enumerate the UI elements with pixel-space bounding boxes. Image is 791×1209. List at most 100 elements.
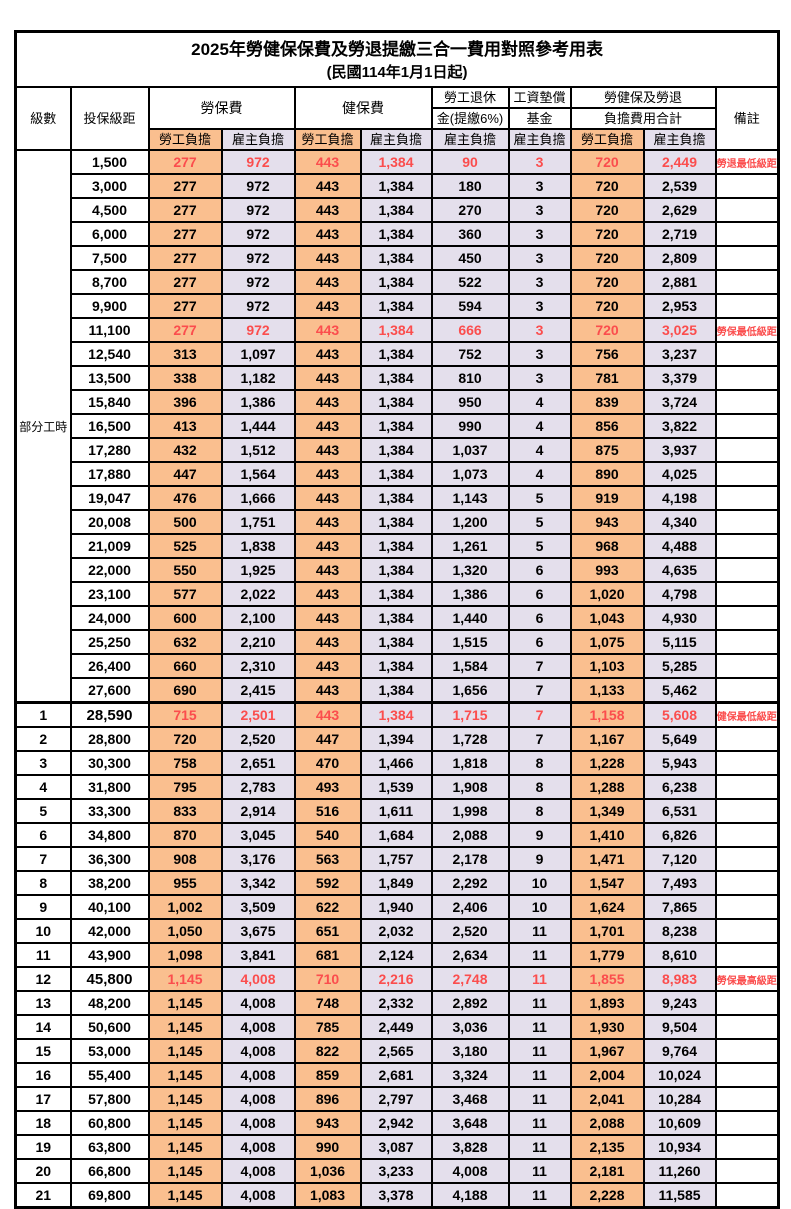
wage-fund-employer-cell: 3 [507, 317, 572, 343]
total-employer-cell: 6,826 [642, 822, 717, 848]
note-cell: 勞保最低級距 [714, 317, 780, 343]
health-employer-cell: 1,384 [359, 341, 433, 367]
wage-fund-employer-cell: 6 [507, 629, 572, 655]
pension-employer-cell: 1,584 [430, 653, 510, 679]
pension-employer-cell: 1,037 [430, 437, 510, 463]
pension-employer-cell: 2,088 [430, 822, 510, 848]
table-row: 14 50,600 1,145 4,008 785 2,449 3,036 11 1,930 9,… [14, 1014, 780, 1040]
pension-employer-cell: 360 [430, 221, 510, 247]
table-title: 2025年勞健保保費及勞退提繳三合一費用對照參考用表 [191, 40, 603, 60]
note-cell [714, 894, 780, 920]
pension-employer-cell: 180 [430, 173, 510, 199]
note-cell [714, 918, 780, 944]
note-cell [714, 942, 780, 968]
health-employee-cell: 443 [293, 677, 362, 704]
labor-employee-cell: 833 [147, 798, 223, 824]
labor-employer-cell: 1,444 [220, 413, 296, 439]
labor-employer-cell: 972 [220, 221, 296, 247]
labor-employer-cell: 2,310 [220, 653, 296, 679]
pension-employer-cell: 1,386 [430, 581, 510, 607]
health-employer-cell: 1,384 [359, 581, 433, 607]
table-row: 9 40,100 1,002 3,509 622 1,940 2,406 10 1,624 7,8… [14, 894, 780, 920]
total-employee-cell: 781 [569, 365, 645, 391]
labor-employer-cell: 3,342 [220, 870, 296, 896]
note-cell [714, 726, 780, 752]
total-employer-cell: 4,025 [642, 461, 717, 487]
health-employee-cell: 443 [293, 605, 362, 631]
labor-employer-cell: 972 [220, 269, 296, 295]
labor-employee-cell: 277 [147, 221, 223, 247]
health-employee-cell: 443 [293, 485, 362, 511]
health-employer-cell: 1,384 [359, 437, 433, 463]
labor-employee-cell: 870 [147, 822, 223, 848]
table-row: 23,100 577 2,022 443 1,384 1,386 6 1,020 4,798 [16, 581, 780, 607]
labor-employee-cell: 277 [147, 173, 223, 199]
labor-employer-cell: 972 [220, 173, 296, 199]
labor-employer-cell: 4,008 [220, 1038, 296, 1064]
labor-employee-cell: 1,145 [147, 990, 223, 1016]
pension-employer-cell: 1,656 [430, 677, 510, 704]
wage-fund-employer-cell: 3 [507, 245, 572, 271]
labor-employer-cell: 1,512 [220, 437, 296, 463]
table-row: 19 63,800 1,145 4,008 990 3,087 3,828 11 2,135 10… [14, 1134, 780, 1160]
health-employer-cell: 2,942 [359, 1110, 433, 1136]
pension-employer-cell: 2,520 [430, 918, 510, 944]
wage-fund-employer-cell: 11 [507, 942, 572, 968]
health-employee-cell: 443 [293, 365, 362, 391]
total-employee-cell: 1,075 [569, 629, 645, 655]
labor-employee-cell: 277 [147, 149, 223, 175]
health-employer-cell: 2,124 [359, 942, 433, 968]
note-cell [714, 1014, 780, 1040]
total-employer-cell: 5,649 [642, 726, 717, 752]
pension-employer-cell: 990 [430, 413, 510, 439]
health-employee-cell: 443 [293, 461, 362, 487]
bracket-cell: 43,900 [69, 942, 150, 968]
total-employee-cell: 1,349 [569, 798, 645, 824]
health-employee-cell: 681 [293, 942, 362, 968]
bracket-cell: 25,250 [69, 629, 150, 655]
labor-employer-cell: 1,838 [220, 533, 296, 559]
health-employee-cell: 622 [293, 894, 362, 920]
subheader-total-employee: 勞工負擔 [569, 128, 645, 151]
pension-employer-cell: 2,748 [430, 966, 510, 992]
bracket-cell: 16,500 [69, 413, 150, 439]
labor-employee-cell: 720 [147, 726, 223, 752]
note-cell [714, 269, 780, 295]
health-employee-cell: 651 [293, 918, 362, 944]
pension-employer-cell: 594 [430, 293, 510, 319]
bracket-cell: 40,100 [69, 894, 150, 920]
wage-fund-employer-cell: 11 [507, 1134, 572, 1160]
note-cell [714, 1182, 780, 1209]
labor-employer-cell: 1,182 [220, 365, 296, 391]
labor-employee-cell: 1,098 [147, 942, 223, 968]
health-employer-cell: 1,384 [359, 269, 433, 295]
table-row: 15,840 396 1,386 443 1,384 950 4 839 3,724 [16, 389, 780, 415]
pension-employer-cell: 2,406 [430, 894, 510, 920]
level-cell: 14 [14, 1014, 72, 1040]
bracket-cell: 19,047 [69, 485, 150, 511]
note-cell [714, 1086, 780, 1112]
labor-employee-cell: 632 [147, 629, 223, 655]
note-cell [714, 1038, 780, 1064]
health-employer-cell: 2,681 [359, 1062, 433, 1088]
wage-fund-employer-cell: 8 [507, 798, 572, 824]
pension-employer-cell: 3,828 [430, 1134, 510, 1160]
note-cell [714, 461, 780, 487]
table-row: 7,500 277 972 443 1,384 450 3 720 2,809 [16, 245, 780, 271]
level-cell: 20 [14, 1158, 72, 1184]
health-employee-cell: 822 [293, 1038, 362, 1064]
total-employee-cell: 1,043 [569, 605, 645, 631]
total-employee-cell: 1,471 [569, 846, 645, 872]
level-cell: 1 [14, 701, 72, 728]
wage-fund-employer-cell: 7 [507, 653, 572, 679]
labor-employee-cell: 550 [147, 557, 223, 583]
bracket-cell: 36,300 [69, 846, 150, 872]
health-employer-cell: 1,384 [359, 533, 433, 559]
total-employee-cell: 720 [569, 173, 645, 199]
labor-employee-cell: 432 [147, 437, 223, 463]
wage-fund-employer-cell: 9 [507, 846, 572, 872]
pension-employer-cell: 3,180 [430, 1038, 510, 1064]
total-employee-cell: 720 [569, 269, 645, 295]
labor-employee-cell: 277 [147, 269, 223, 295]
pension-employer-cell: 1,440 [430, 605, 510, 631]
